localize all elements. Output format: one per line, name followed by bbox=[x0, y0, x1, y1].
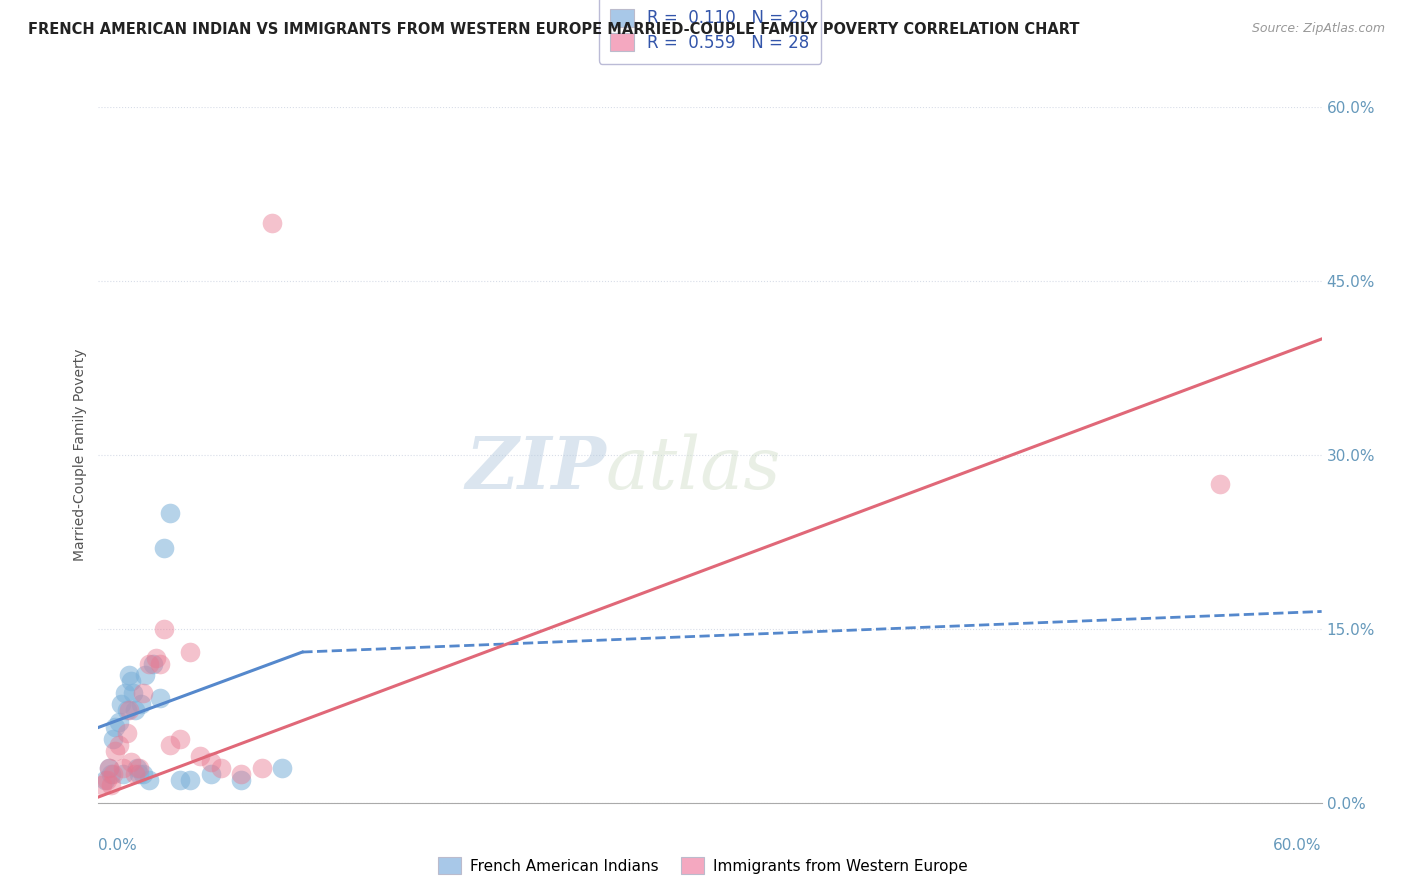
Point bbox=[100, 766, 122, 781]
Point bbox=[124, 703, 146, 717]
Point bbox=[260, 216, 283, 230]
Point bbox=[169, 731, 191, 746]
Point bbox=[111, 761, 134, 775]
Point bbox=[128, 761, 150, 775]
Point bbox=[122, 685, 145, 699]
Point bbox=[129, 698, 152, 712]
Point bbox=[231, 766, 253, 781]
Point bbox=[127, 761, 149, 775]
Point bbox=[108, 714, 131, 729]
Point bbox=[145, 651, 167, 665]
Point bbox=[231, 772, 253, 787]
Text: FRENCH AMERICAN INDIAN VS IMMIGRANTS FROM WESTERN EUROPE MARRIED-COUPLE FAMILY P: FRENCH AMERICAN INDIAN VS IMMIGRANTS FRO… bbox=[28, 22, 1080, 37]
Text: atlas: atlas bbox=[606, 434, 782, 504]
Point bbox=[115, 703, 138, 717]
Point bbox=[115, 726, 138, 740]
Point bbox=[101, 731, 124, 746]
Point bbox=[152, 622, 174, 636]
Point bbox=[132, 766, 155, 781]
Point bbox=[111, 766, 134, 781]
Point bbox=[159, 506, 181, 520]
Point bbox=[179, 772, 201, 787]
Point bbox=[149, 657, 172, 671]
Point bbox=[149, 691, 172, 706]
Point bbox=[108, 738, 131, 752]
Point bbox=[118, 703, 141, 717]
Point bbox=[159, 738, 181, 752]
Point bbox=[169, 772, 191, 787]
Point bbox=[1208, 476, 1232, 491]
Point bbox=[209, 761, 232, 775]
Text: ZIP: ZIP bbox=[465, 434, 606, 504]
Point bbox=[142, 657, 165, 671]
Text: Source: ZipAtlas.com: Source: ZipAtlas.com bbox=[1251, 22, 1385, 36]
Point bbox=[134, 668, 156, 682]
Point bbox=[132, 685, 155, 699]
Point bbox=[250, 761, 273, 775]
Point bbox=[120, 755, 142, 769]
Point bbox=[270, 761, 294, 775]
Point bbox=[104, 721, 127, 735]
Point bbox=[138, 772, 160, 787]
Text: 60.0%: 60.0% bbox=[1274, 838, 1322, 853]
Point bbox=[110, 698, 132, 712]
Legend: French American Indians, Immigrants from Western Europe: French American Indians, Immigrants from… bbox=[432, 851, 974, 880]
Point bbox=[91, 778, 114, 793]
Legend: R =  0.110   N = 29, R =  0.559   N = 28: R = 0.110 N = 29, R = 0.559 N = 28 bbox=[599, 0, 821, 63]
Point bbox=[179, 645, 201, 659]
Point bbox=[97, 761, 120, 775]
Point bbox=[120, 674, 142, 689]
Point bbox=[200, 755, 222, 769]
Point bbox=[93, 772, 115, 787]
Point bbox=[100, 778, 122, 793]
Y-axis label: Married-Couple Family Poverty: Married-Couple Family Poverty bbox=[73, 349, 87, 561]
Point bbox=[97, 761, 120, 775]
Point bbox=[188, 749, 212, 764]
Point bbox=[101, 766, 124, 781]
Point bbox=[96, 772, 118, 787]
Text: 0.0%: 0.0% bbox=[98, 838, 138, 853]
Point bbox=[138, 657, 160, 671]
Point bbox=[200, 766, 222, 781]
Point bbox=[128, 766, 150, 781]
Point bbox=[152, 541, 174, 555]
Point bbox=[104, 744, 127, 758]
Point bbox=[124, 766, 146, 781]
Point bbox=[114, 685, 136, 699]
Point bbox=[118, 668, 141, 682]
